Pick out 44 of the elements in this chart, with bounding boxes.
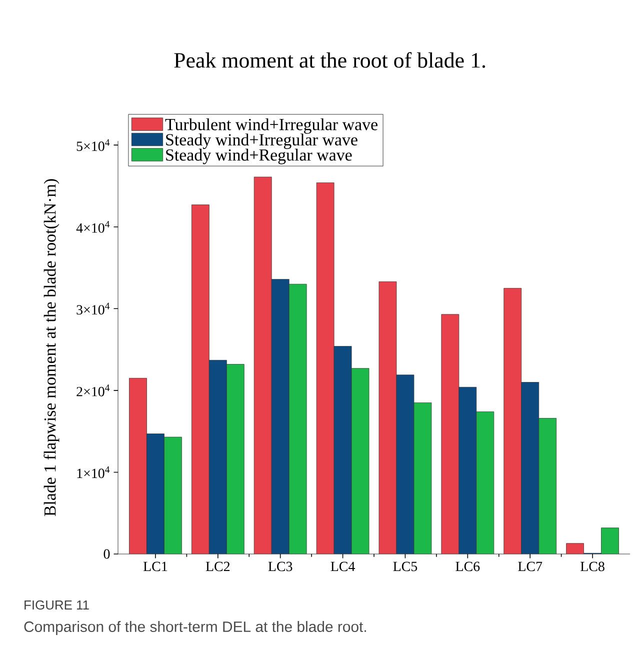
bar: [458, 386, 477, 554]
bar: [271, 279, 290, 554]
bar: [334, 346, 352, 554]
bar: [226, 364, 244, 554]
bar: [208, 360, 227, 554]
x-tick-label: LC5: [393, 562, 418, 572]
y-tick-label: 4×10$^{4}$: [76, 220, 110, 233]
chart-title: Peak moment at the root of blade 1.: [174, 52, 486, 68]
bar: [146, 434, 164, 554]
bar: [351, 368, 370, 554]
bar: [316, 182, 334, 554]
y-tick-label: 1×10$^{4}$: [77, 466, 110, 478]
legend-label: Steady wind+Irregular wave: [166, 134, 358, 149]
legend-label: Steady wind+Regular wave: [166, 148, 352, 164]
bar: [504, 288, 522, 554]
bar: [288, 284, 307, 554]
x-tick-label: LC8: [580, 562, 604, 572]
y-tick-label: 2×10$^{4}$: [76, 384, 110, 396]
bar: [538, 418, 557, 554]
bar: [566, 543, 584, 554]
legend-label: Turbulent wind+Irregular wave: [165, 118, 378, 134]
bar: [164, 436, 182, 554]
bar: [414, 402, 432, 554]
bar: [521, 382, 540, 554]
y-axis-title: Blade 1 flapwise moment at the blade root(kN·m): [44, 179, 60, 516]
y-tick-label: 0: [104, 549, 110, 559]
text: Comparison of the short-term DEL at the blade root.: [24, 621, 366, 635]
bar: [191, 204, 210, 554]
caption: FIGURE 11: [24, 600, 89, 610]
x-tick-label: LC7: [518, 562, 542, 572]
x-tick-label: LC4: [330, 562, 355, 572]
bar: [254, 176, 272, 554]
bar: [129, 378, 147, 554]
x-tick-label: LC1: [143, 562, 168, 572]
bar: [441, 314, 460, 554]
x-tick-label: LC6: [456, 562, 480, 572]
x-tick-label: LC2: [206, 562, 230, 572]
x-tick-label: LC3: [268, 562, 292, 572]
bar: [476, 411, 494, 554]
y-tick-label: 5×10$^{4}$: [76, 139, 110, 151]
y-tick-label: 3×10$^{4}$: [76, 302, 110, 315]
bar: [396, 374, 414, 554]
bar: [601, 528, 619, 554]
bar: [378, 281, 397, 554]
